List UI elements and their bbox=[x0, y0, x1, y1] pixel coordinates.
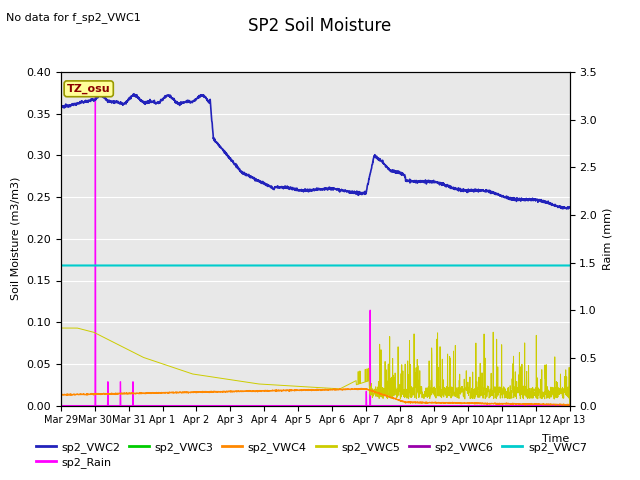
sp2_VWC7 bbox=[318, 263, 326, 268]
Text: Time: Time bbox=[542, 434, 570, 444]
sp2_VWC5 bbox=[57, 325, 65, 331]
sp2_VWC4 bbox=[376, 391, 383, 396]
sp2_VWC7 bbox=[57, 263, 65, 268]
sp2_VWC4 bbox=[357, 385, 365, 391]
sp2_Rain bbox=[57, 403, 65, 408]
sp2_VWC7 bbox=[566, 263, 573, 268]
Line: sp2_VWC2: sp2_VWC2 bbox=[61, 94, 570, 209]
sp2_VWC5 bbox=[488, 389, 495, 395]
sp2_Rain bbox=[566, 403, 573, 408]
sp2_VWC7 bbox=[391, 263, 399, 268]
Line: sp2_VWC4: sp2_VWC4 bbox=[61, 388, 570, 405]
sp2_Rain bbox=[391, 403, 399, 408]
sp2_VWC2 bbox=[391, 170, 399, 176]
sp2_Rain bbox=[87, 403, 95, 408]
sp2_Rain bbox=[376, 403, 383, 408]
sp2_VWC4 bbox=[391, 396, 399, 401]
Line: sp2_VWC5: sp2_VWC5 bbox=[61, 328, 570, 404]
sp2_VWC2 bbox=[566, 204, 573, 210]
sp2_VWC4 bbox=[87, 391, 95, 396]
sp2_VWC5 bbox=[391, 385, 399, 391]
sp2_VWC2 bbox=[488, 190, 495, 195]
sp2_VWC2 bbox=[131, 91, 138, 97]
sp2_VWC4 bbox=[566, 402, 573, 408]
sp2_VWC5 bbox=[318, 385, 326, 391]
sp2_VWC5 bbox=[87, 329, 95, 335]
Text: SP2 Soil Moisture: SP2 Soil Moisture bbox=[248, 17, 392, 35]
Legend: sp2_VWC2, sp2_VWC3, sp2_VWC4, sp2_VWC5, sp2_VWC6, sp2_VWC7: sp2_VWC2, sp2_VWC3, sp2_VWC4, sp2_VWC5, … bbox=[31, 438, 591, 457]
sp2_VWC4 bbox=[552, 402, 559, 408]
sp2_Rain bbox=[548, 403, 556, 408]
sp2_VWC2 bbox=[548, 201, 556, 206]
sp2_VWC4 bbox=[318, 387, 326, 393]
Legend: sp2_Rain: sp2_Rain bbox=[31, 452, 116, 472]
Text: No data for f_sp2_VWC1: No data for f_sp2_VWC1 bbox=[6, 12, 141, 23]
sp2_VWC5 bbox=[566, 401, 573, 407]
sp2_VWC7 bbox=[87, 263, 95, 268]
sp2_Rain bbox=[92, 88, 99, 94]
sp2_VWC2 bbox=[318, 186, 326, 192]
sp2_VWC2 bbox=[564, 206, 572, 212]
sp2_Rain bbox=[488, 403, 495, 408]
Y-axis label: Soil Moisture (m3/m3): Soil Moisture (m3/m3) bbox=[11, 177, 20, 300]
sp2_VWC2 bbox=[87, 98, 95, 104]
sp2_VWC4 bbox=[488, 401, 495, 407]
Text: TZ_osu: TZ_osu bbox=[67, 84, 111, 94]
sp2_VWC7 bbox=[488, 263, 495, 268]
sp2_VWC4 bbox=[548, 402, 556, 408]
sp2_VWC5 bbox=[548, 392, 556, 398]
sp2_VWC7 bbox=[376, 263, 383, 268]
Y-axis label: Raim (mm): Raim (mm) bbox=[603, 208, 612, 270]
sp2_VWC2 bbox=[57, 104, 65, 110]
sp2_Rain bbox=[318, 403, 326, 408]
sp2_VWC7 bbox=[548, 263, 556, 268]
sp2_VWC4 bbox=[57, 392, 65, 397]
sp2_VWC2 bbox=[376, 158, 383, 164]
Line: sp2_Rain: sp2_Rain bbox=[61, 91, 570, 406]
sp2_VWC5 bbox=[376, 394, 383, 400]
